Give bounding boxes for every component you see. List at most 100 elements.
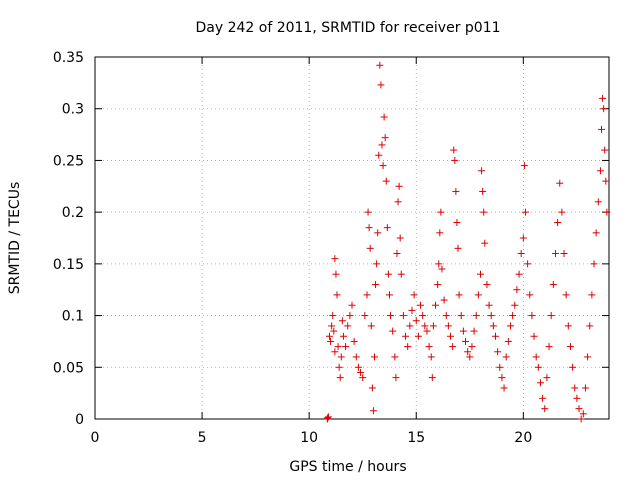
data-point (575, 405, 583, 413)
data-point (412, 317, 420, 325)
data-point (387, 312, 395, 320)
chart-title: Day 242 of 2011, SRMTID for receiver p01… (195, 20, 500, 36)
data-point (504, 337, 512, 345)
data-point (331, 348, 339, 356)
data-point (539, 394, 547, 402)
data-point (372, 281, 380, 289)
data-point (336, 374, 344, 382)
data-point (438, 265, 446, 273)
data-point (348, 301, 356, 309)
data-point (344, 322, 352, 330)
data-point (520, 162, 528, 170)
data-point (577, 415, 585, 423)
grid-lines (95, 57, 609, 419)
data-point (435, 260, 443, 268)
data-point (370, 353, 378, 361)
data-point (425, 343, 433, 351)
data-point (459, 327, 467, 335)
data-point (551, 250, 559, 258)
data-point (428, 374, 436, 382)
x-tick-label: 10 (300, 430, 318, 446)
x-tick-label: 15 (407, 430, 425, 446)
data-point (342, 343, 350, 351)
data-point (466, 353, 474, 361)
data-point (541, 405, 549, 413)
data-point (391, 353, 399, 361)
data-point (324, 413, 332, 421)
data-point (596, 167, 604, 175)
data-point (402, 332, 410, 340)
data-point (454, 244, 462, 252)
data-point (571, 384, 579, 392)
data-point (328, 322, 336, 330)
data-point (382, 177, 390, 185)
data-point (338, 317, 346, 325)
data-point (586, 322, 594, 330)
data-point (479, 187, 487, 195)
data-point (337, 353, 345, 361)
data-point (334, 343, 342, 351)
data-point (581, 384, 589, 392)
data-point (331, 255, 339, 263)
data-point (329, 312, 337, 320)
data-point (480, 208, 488, 216)
data-point (562, 291, 570, 299)
data-point (472, 312, 480, 320)
data-point (474, 291, 482, 299)
axis-ticks: 0 5 10 15 20 0 0.05 0.1 0.15 0.2 0.25 0.3 0.35 (53, 50, 610, 446)
data-point (429, 322, 437, 330)
data-point (389, 327, 397, 335)
x-tick-label: 0 (91, 430, 100, 446)
data-point (417, 301, 425, 309)
data-point (423, 327, 431, 335)
data-point (359, 374, 367, 382)
data-point (485, 301, 493, 309)
data-point (419, 312, 427, 320)
data-point (378, 141, 386, 149)
data-point (335, 363, 343, 371)
data-point (379, 162, 387, 170)
data-point (519, 234, 527, 242)
data-point (427, 353, 435, 361)
data-point (470, 327, 478, 335)
data-point (549, 281, 557, 289)
plot-frame (94, 56, 610, 420)
data-point (584, 353, 592, 361)
data-point (573, 394, 581, 402)
data-point (450, 146, 458, 154)
data-point (367, 322, 375, 330)
y-tick-label: 0.05 (53, 360, 84, 376)
data-point (350, 337, 358, 345)
data-point (330, 327, 338, 335)
data-point (385, 291, 393, 299)
data-point (368, 384, 376, 392)
data-point (543, 374, 551, 382)
data-point (381, 134, 389, 142)
data-point (437, 208, 445, 216)
data-point (588, 291, 596, 299)
data-point (599, 94, 607, 102)
data-point (452, 187, 460, 195)
y-axis-label: SRMTID / TECUs (7, 182, 23, 295)
data-point (601, 146, 609, 154)
data-point (365, 224, 373, 232)
data-point (536, 379, 544, 387)
data-point (506, 322, 514, 330)
y-tick-label: 0.3 (62, 102, 84, 118)
x-axis-label: GPS time / hours (289, 459, 406, 475)
data-point (326, 332, 334, 340)
data-point (468, 343, 476, 351)
data-point (440, 296, 448, 304)
data-point (339, 332, 347, 340)
data-point (434, 281, 442, 289)
data-point (532, 353, 540, 361)
data-point (579, 410, 587, 418)
plot-border (94, 56, 610, 420)
data-point (323, 414, 331, 422)
data-point (558, 208, 566, 216)
data-point (598, 125, 606, 133)
y-tick-label: 0.25 (53, 153, 84, 169)
data-point (363, 291, 371, 299)
data-point (524, 260, 532, 268)
